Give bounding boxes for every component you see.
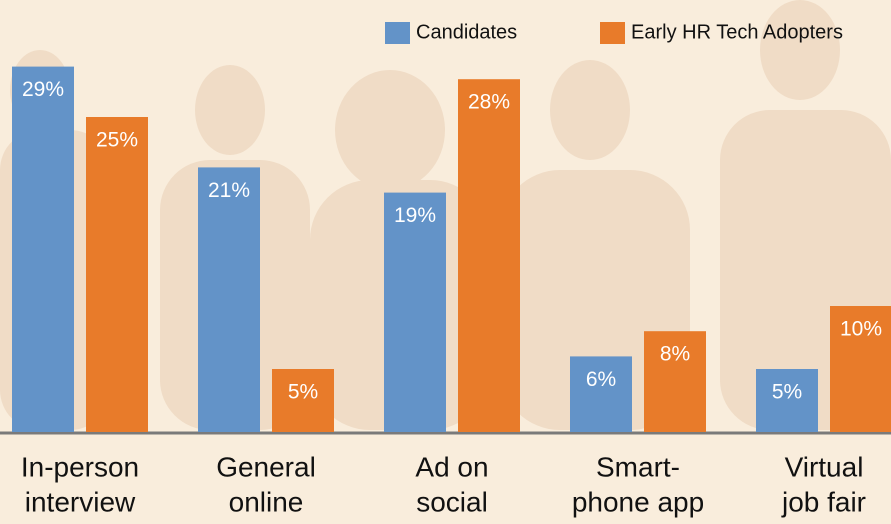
- x-tick-label: Virtual: [785, 451, 864, 482]
- legend-label: Early HR Tech Adopters: [631, 21, 843, 43]
- x-tick-label: social: [416, 486, 488, 517]
- legend-label: Candidates: [416, 21, 517, 43]
- bar: [12, 67, 74, 432]
- bar: [458, 79, 520, 432]
- value-label: 5%: [288, 381, 318, 404]
- x-tick-label: job fair: [781, 486, 866, 517]
- bar: [86, 117, 148, 432]
- chart: 29% 21% 19% 6% 5% 25% 5% 28% 8% 10% In-person inter…: [0, 0, 891, 524]
- value-label: 5%: [772, 381, 802, 404]
- value-label: 29%: [22, 78, 64, 101]
- legend-swatch: [385, 22, 410, 44]
- value-label: 8%: [660, 343, 690, 366]
- x-tick-label: General: [216, 451, 316, 482]
- bar: [198, 167, 260, 432]
- value-label: 10%: [840, 318, 882, 341]
- value-label: 28%: [468, 91, 510, 114]
- x-tick-label: phone app: [572, 486, 704, 517]
- bar: [384, 193, 446, 432]
- value-label: 6%: [586, 368, 616, 391]
- x-tick-label: Smart-: [596, 451, 680, 482]
- value-label: 25%: [96, 129, 138, 152]
- x-tick-label: interview: [25, 486, 136, 517]
- legend-swatch: [600, 22, 625, 44]
- x-tick-label: In-person: [21, 451, 139, 482]
- x-tick-label: Ad on: [415, 451, 488, 482]
- x-tick-label: online: [229, 486, 304, 517]
- value-label: 19%: [394, 204, 436, 227]
- value-label: 21%: [208, 179, 250, 202]
